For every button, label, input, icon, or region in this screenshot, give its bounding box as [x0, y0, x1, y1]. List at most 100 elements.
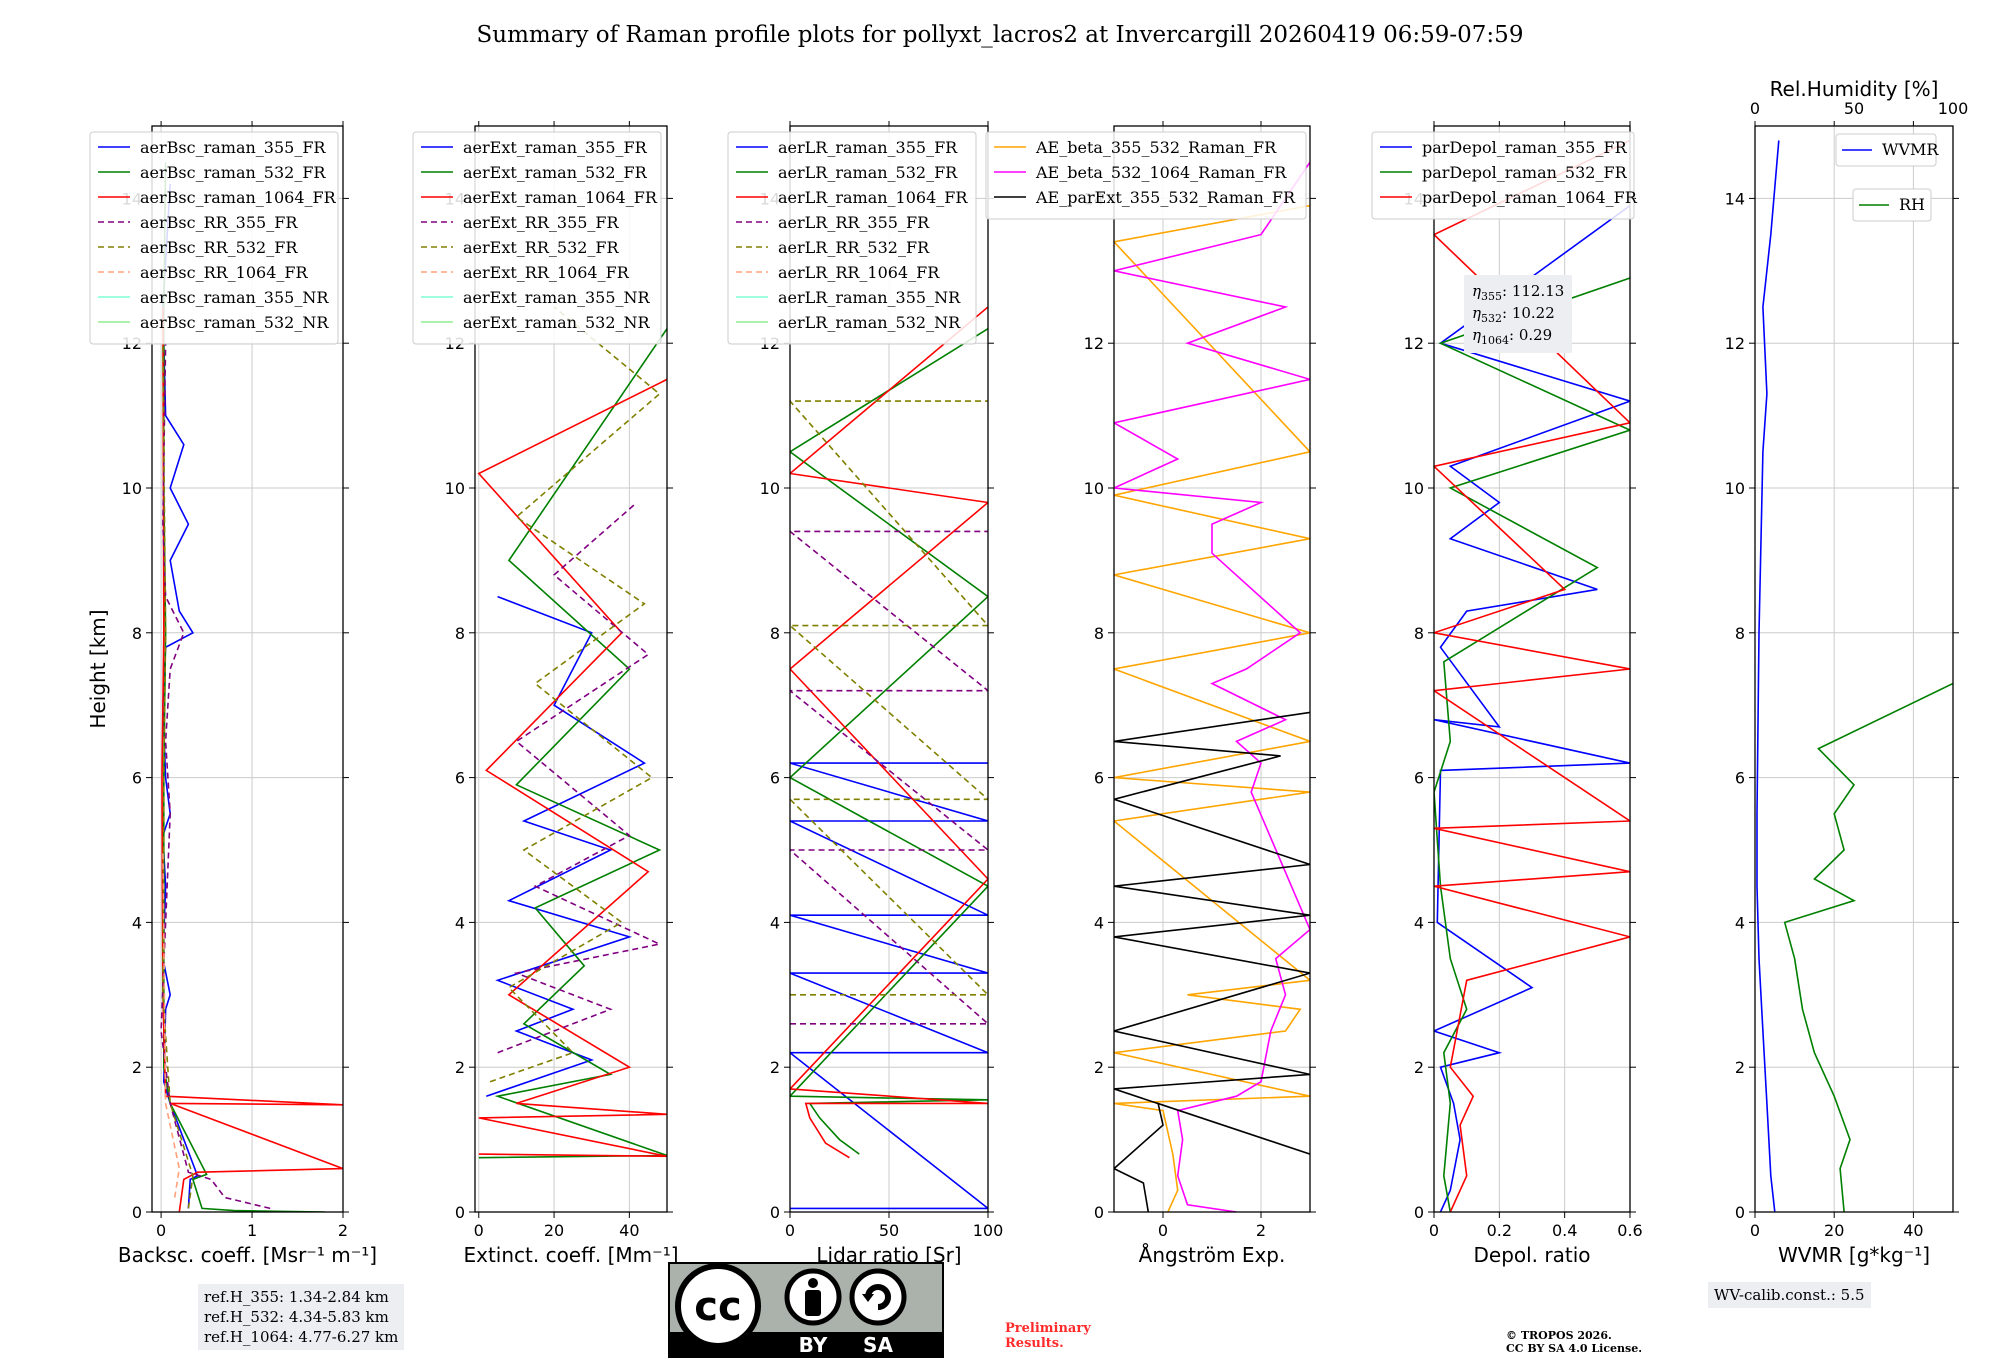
- x-tick-label: 0: [1158, 1221, 1168, 1240]
- y-tick-label: 4: [132, 913, 142, 932]
- series-line-RH: [1783, 661, 1953, 1212]
- series-group: [477, 306, 667, 1159]
- series-group: [790, 306, 988, 1210]
- x-tick-label: 0.2: [1487, 1221, 1512, 1240]
- legend-entry: aerBsc_RR_532_FR: [140, 238, 298, 257]
- y-tick-label: 10: [1404, 479, 1424, 498]
- legend-entry: aerLR_raman_532_FR: [778, 163, 958, 182]
- legend: aerExt_raman_355_FR aerExt_raman_532_FRae…: [412, 131, 662, 345]
- series-line-aerLR_raman_532_FR: [790, 328, 988, 1155]
- y-tick-label: 0: [455, 1203, 465, 1222]
- top-x-tick-label: 50: [1844, 99, 1864, 118]
- panel-angstrom: 0202468101214Ångström Exp.AE_beta_355_53…: [985, 121, 1316, 1267]
- eta-entry: η1064: 0.29: [1472, 326, 1552, 347]
- legend-entry: aerBsc_RR_1064_FR: [140, 263, 309, 282]
- y-tick-label: 8: [1094, 624, 1104, 643]
- top-x-axis-label: Rel.Humidity [%]: [1770, 77, 1939, 101]
- y-tick-label: 6: [132, 769, 142, 788]
- x-tick-label: 0: [156, 1221, 166, 1240]
- legend-entry: aerExt_RR_355_FR: [463, 213, 620, 232]
- ref-height-1064: ref.H_1064: 4.77-6.27 km: [204, 1328, 399, 1346]
- legend-entry: WVMR: [1882, 140, 1939, 159]
- x-axis-label: WVMR [g*kg⁻¹]: [1778, 1243, 1930, 1267]
- cc-by-label: BY: [799, 1333, 828, 1357]
- legend: parDepol_raman_355_FR parDepol_raman_532_…: [1371, 131, 1638, 220]
- x-tick-label: 100: [973, 1221, 1004, 1240]
- series-line-aerExt_raman_1064_FR: [477, 378, 667, 1158]
- axes-frame: [151, 125, 344, 1213]
- y-tick-label: 4: [770, 913, 780, 932]
- x-tick-label: 2: [338, 1221, 348, 1240]
- reference-heights-box: ref.H_355: 1.34-2.84 km ref.H_532: 4.34-…: [198, 1284, 405, 1350]
- legend-entry: aerExt_RR_1064_FR: [463, 263, 630, 282]
- legend-entry: parDepol_raman_355_FR: [1422, 138, 1628, 157]
- legend-entry: aerExt_raman_355_NR: [463, 288, 651, 307]
- y-tick-label: 2: [770, 1058, 780, 1077]
- eta-entry: η355: 112.13: [1472, 282, 1564, 303]
- panel-lidar_ratio: 05010002468101214Lidar ratio [Sr]aerLR_r…: [727, 121, 1004, 1267]
- series-group: [1756, 140, 1953, 1212]
- legend-entry: aerExt_raman_532_NR: [463, 313, 651, 332]
- y-tick-label: 6: [1414, 769, 1424, 788]
- y-tick-label: 10: [760, 479, 780, 498]
- y-tick-label: 10: [122, 479, 142, 498]
- legend-entry: aerExt_raman_532_FR: [463, 163, 648, 182]
- series-line-aerBsc_RR_355_FR: [160, 343, 271, 1210]
- legend-entry: aerLR_raman_1064_FR: [778, 188, 968, 207]
- y-tick-label: 4: [1414, 913, 1424, 932]
- panel-depolarization: 00.20.40.602468101214Depol. ratioparDepo…: [1371, 121, 1643, 1267]
- preliminary-line-2: Results.: [1005, 1336, 1064, 1351]
- x-tick-label: 0.6: [1617, 1221, 1642, 1240]
- legend-entry: aerBsc_raman_1064_FR: [140, 188, 337, 207]
- x-axis-label: Backsc. coeff. [Msr⁻¹ m⁻¹]: [118, 1243, 377, 1267]
- y-tick-label: 2: [132, 1058, 142, 1077]
- legend-box: [1852, 188, 1932, 222]
- panel-extinction: 0204002468101214Extinct. coeff. [Mm⁻¹]ae…: [412, 121, 679, 1267]
- legend-box: [1835, 133, 1937, 167]
- y-tick-label: 0: [1414, 1203, 1424, 1222]
- y-tick-label: 4: [1094, 913, 1104, 932]
- x-tick-label: 20: [544, 1221, 564, 1240]
- x-tick-label: 20: [1824, 1221, 1844, 1240]
- series-line-aerBsc_RR_1064_FR: [162, 849, 181, 1198]
- y-tick-label: 6: [455, 769, 465, 788]
- legend-entry: aerBsc_RR_355_FR: [140, 213, 298, 232]
- y-tick-label: 12: [1725, 334, 1745, 353]
- series-group: [1114, 161, 1310, 1212]
- series-line-aerBsc_RR_532_FR: [162, 343, 194, 1209]
- y-tick-label: 2: [1094, 1058, 1104, 1077]
- preliminary-line-1: Preliminary: [1005, 1321, 1091, 1336]
- legend-box: [89, 131, 339, 345]
- series-group: [160, 162, 343, 1212]
- y-tick-label: 12: [1404, 334, 1424, 353]
- copyright-note: © TROPOS 2026. CC BY SA 4.0 License.: [1506, 1329, 1642, 1355]
- legend-entry: aerExt_RR_532_FR: [463, 238, 620, 257]
- legend-entry: AE_parExt_355_532_Raman_FR: [1035, 188, 1296, 207]
- y-tick-label: 14: [1725, 189, 1745, 208]
- y-tick-label: 10: [445, 479, 465, 498]
- legend-box: [985, 131, 1307, 220]
- y-tick-label: 6: [1094, 769, 1104, 788]
- y-tick-label: 8: [1414, 624, 1424, 643]
- series-line-AE_beta_355_532_Raman_FR: [1114, 204, 1310, 1212]
- x-axis-label: Depol. ratio: [1473, 1243, 1590, 1267]
- legend-entry: aerBsc_raman_532_FR: [140, 163, 326, 182]
- y-tick-label: 4: [455, 913, 465, 932]
- legend-entry: AE_beta_532_1064_Raman_FR: [1035, 163, 1287, 182]
- y-tick-label: 8: [1735, 624, 1745, 643]
- legend-box: [727, 131, 977, 345]
- wv-calibration-box: WV-calib.const.: 5.5: [1708, 1282, 1871, 1308]
- x-tick-label: 1: [247, 1221, 257, 1240]
- legend-box: [1371, 131, 1635, 220]
- series-line-parDepol_raman_355_FR: [1434, 204, 1630, 1212]
- series-line-parDepol_raman_532_FR: [1434, 277, 1630, 1212]
- axes-frame: [1754, 125, 1954, 1213]
- copyright-line-2: CC BY SA 4.0 License.: [1506, 1342, 1643, 1355]
- ref-height-355: ref.H_355: 1.34-2.84 km: [204, 1288, 389, 1306]
- axes-frame: [474, 125, 668, 1213]
- y-tick-label: 0: [1094, 1203, 1104, 1222]
- y-tick-label: 12: [1084, 334, 1104, 353]
- eta-entry: η532: 10.22: [1472, 304, 1555, 325]
- legend-entry: AE_beta_355_532_Raman_FR: [1035, 138, 1277, 157]
